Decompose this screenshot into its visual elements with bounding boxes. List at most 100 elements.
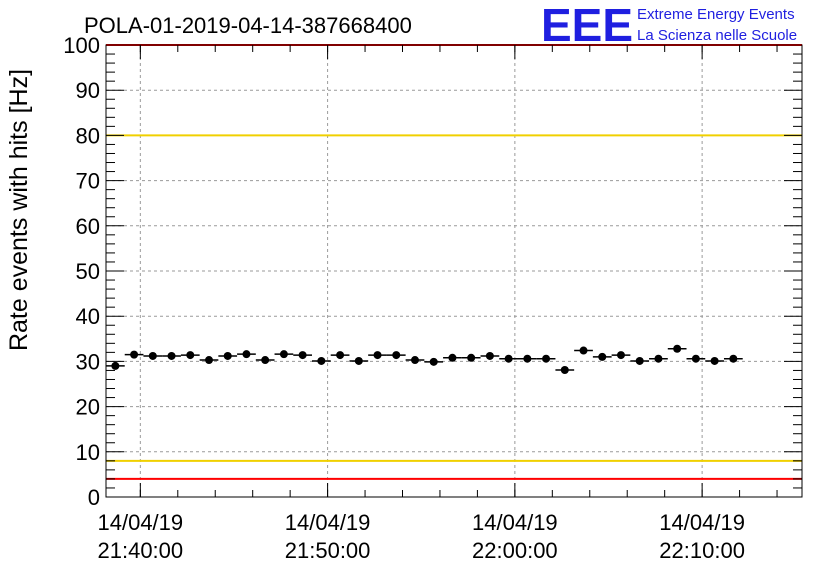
data-point-5: [199, 356, 219, 365]
data-point-17: [424, 357, 444, 366]
y-tick-label-4: 40: [76, 304, 100, 329]
axis-ticks: [106, 44, 802, 498]
grid: [106, 45, 802, 497]
x-tick-time-2: 22:00:00: [472, 538, 558, 563]
x-tick-date-1: 14/04/19: [285, 510, 371, 535]
marker-1: [130, 350, 139, 359]
marker-4: [186, 351, 195, 360]
x-tick-time-3: 22:10:00: [659, 538, 745, 563]
x-tick-date-3: 14/04/19: [659, 510, 745, 535]
marker-5: [204, 356, 213, 365]
marker-31: [691, 354, 700, 363]
data-point-15: [386, 351, 406, 360]
marker-15: [392, 351, 401, 360]
marker-18: [448, 353, 457, 362]
marker-19: [467, 353, 476, 362]
data-point-21: [499, 354, 518, 363]
y-tick-labels: 0 10 20 30 40 50 60 70 80 90 100: [63, 33, 100, 510]
data-point-16: [405, 356, 425, 365]
marker-28: [635, 356, 644, 365]
data-point-2: [143, 351, 163, 360]
x-tick-date-2: 14/04/19: [472, 510, 558, 535]
marker-16: [410, 356, 419, 365]
x-tick-time-0: 21:40:00: [98, 538, 184, 563]
reference-lines: [106, 44, 802, 480]
marker-27: [616, 351, 625, 360]
data-point-22: [517, 354, 537, 363]
marker-30: [673, 344, 682, 353]
data-point-12: [330, 351, 350, 360]
data-point-23: [536, 354, 556, 363]
data-point-20: [480, 351, 500, 360]
logo-line-1: Extreme Energy Events: [637, 6, 795, 23]
data-point-10: [293, 351, 312, 360]
logo-line-2: La Scienza nelle Scuole: [637, 27, 797, 44]
marker-17: [429, 357, 438, 366]
data-point-33: [723, 354, 743, 363]
marker-11: [317, 356, 326, 365]
marker-21: [504, 354, 513, 363]
marker-6: [223, 351, 232, 360]
x-tick-date-0: 14/04/19: [98, 510, 184, 535]
marker-14: [373, 351, 382, 360]
marker-20: [485, 351, 494, 360]
data-point-18: [443, 353, 462, 362]
marker-7: [242, 350, 251, 359]
data-point-6: [218, 351, 238, 360]
data-points: [106, 344, 743, 374]
marker-22: [523, 354, 532, 363]
y-tick-label-7: 70: [76, 169, 100, 194]
marker-24: [560, 365, 569, 374]
data-point-7: [237, 350, 256, 359]
chart-title: POLA-01-2019-04-14-387668400: [84, 13, 412, 38]
data-point-13: [349, 356, 369, 365]
marker-32: [710, 356, 719, 365]
y-tick-label-0: 0: [88, 485, 100, 510]
data-point-3: [162, 351, 181, 360]
data-point-9: [274, 350, 294, 359]
marker-26: [598, 352, 607, 361]
x-tick-labels: 14/04/19 21:40:00 14/04/19 21:50:00 14/04/19…: [98, 510, 745, 563]
y-tick-label-9: 90: [76, 78, 100, 103]
y-tick-label-5: 50: [76, 259, 100, 284]
eee-logo: EEE Extreme Energy Events La Scienza nel…: [541, 0, 797, 51]
data-point-1: [124, 350, 144, 359]
marker-33: [729, 354, 738, 363]
marker-25: [579, 346, 588, 355]
data-point-19: [461, 353, 481, 362]
y-tick-label-1: 10: [76, 440, 100, 465]
data-point-11: [311, 356, 331, 365]
logo-mark: EEE: [541, 0, 633, 51]
data-point-8: [255, 356, 275, 365]
data-point-27: [611, 351, 631, 360]
data-point-31: [686, 354, 706, 363]
data-point-28: [630, 356, 650, 365]
y-tick-label-10: 100: [63, 33, 100, 58]
data-point-4: [180, 351, 200, 360]
marker-8: [261, 356, 270, 365]
data-point-30: [667, 344, 687, 353]
data-point-26: [592, 352, 612, 361]
marker-29: [654, 354, 663, 363]
y-axis-label: Rate events with hits [Hz]: [5, 69, 33, 351]
marker-12: [336, 351, 345, 360]
data-point-29: [649, 354, 668, 363]
y-tick-label-8: 80: [76, 123, 100, 148]
marker-23: [542, 354, 551, 363]
marker-2: [148, 351, 157, 360]
y-tick-label-6: 60: [76, 214, 100, 239]
marker-10: [298, 351, 307, 360]
y-tick-label-3: 30: [76, 349, 100, 374]
marker-9: [279, 350, 288, 359]
y-tick-label-2: 20: [76, 395, 100, 420]
x-tick-time-1: 21:50:00: [285, 538, 371, 563]
data-point-24: [555, 365, 575, 374]
data-point-32: [705, 356, 724, 365]
marker-13: [354, 356, 363, 365]
data-point-0: [106, 361, 125, 370]
marker-3: [167, 351, 176, 360]
data-point-14: [368, 351, 387, 360]
marker-0: [111, 361, 120, 370]
data-point-25: [574, 346, 593, 355]
